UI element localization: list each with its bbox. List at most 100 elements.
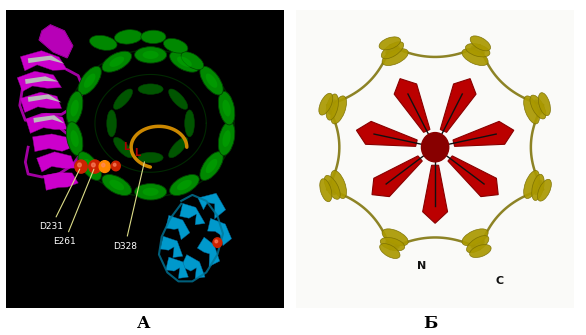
Ellipse shape [84, 159, 96, 173]
Polygon shape [180, 203, 205, 225]
Ellipse shape [328, 180, 337, 195]
Ellipse shape [114, 89, 132, 109]
Ellipse shape [471, 239, 485, 249]
Ellipse shape [382, 49, 408, 66]
Ellipse shape [223, 130, 231, 147]
Ellipse shape [380, 238, 405, 251]
Ellipse shape [141, 30, 166, 44]
Ellipse shape [465, 44, 490, 57]
Circle shape [89, 160, 101, 173]
Ellipse shape [169, 89, 188, 109]
Text: D231: D231 [39, 169, 80, 231]
Ellipse shape [533, 180, 543, 195]
Ellipse shape [138, 152, 163, 163]
Polygon shape [43, 173, 78, 190]
Text: E261: E261 [53, 169, 94, 246]
Ellipse shape [177, 56, 192, 67]
Ellipse shape [70, 100, 79, 117]
Ellipse shape [84, 73, 96, 88]
Polygon shape [39, 25, 73, 58]
Ellipse shape [102, 175, 132, 196]
Polygon shape [33, 134, 73, 151]
Polygon shape [28, 94, 62, 103]
Polygon shape [356, 121, 417, 146]
Ellipse shape [331, 96, 346, 124]
Text: L: L [122, 142, 129, 152]
Circle shape [91, 163, 96, 167]
Ellipse shape [530, 95, 546, 119]
Ellipse shape [102, 51, 132, 72]
Polygon shape [423, 165, 448, 223]
Ellipse shape [90, 35, 117, 50]
Ellipse shape [324, 176, 340, 199]
Text: C: C [495, 276, 503, 286]
Polygon shape [28, 56, 64, 64]
Circle shape [99, 161, 110, 173]
Ellipse shape [533, 99, 543, 115]
Ellipse shape [78, 152, 101, 180]
Ellipse shape [135, 47, 166, 63]
Ellipse shape [114, 137, 132, 158]
Circle shape [215, 240, 217, 243]
Ellipse shape [320, 179, 332, 202]
Ellipse shape [471, 45, 485, 55]
Ellipse shape [469, 245, 491, 258]
Polygon shape [197, 237, 220, 266]
Ellipse shape [169, 51, 199, 72]
Ellipse shape [138, 84, 163, 94]
Text: А: А [137, 315, 151, 332]
Text: D328: D328 [113, 162, 144, 251]
Ellipse shape [380, 244, 400, 259]
Polygon shape [453, 121, 514, 146]
Polygon shape [181, 255, 205, 278]
Circle shape [75, 160, 87, 173]
Polygon shape [25, 76, 59, 84]
Ellipse shape [326, 94, 339, 120]
Polygon shape [26, 113, 67, 133]
Ellipse shape [169, 175, 199, 196]
Ellipse shape [381, 42, 404, 59]
Polygon shape [394, 79, 430, 132]
Ellipse shape [470, 36, 490, 51]
Ellipse shape [219, 122, 235, 155]
Polygon shape [21, 51, 67, 71]
Polygon shape [207, 218, 231, 246]
Ellipse shape [200, 66, 223, 95]
Text: Б: Б [424, 315, 438, 332]
Polygon shape [21, 92, 62, 113]
Ellipse shape [206, 159, 217, 173]
Circle shape [421, 133, 449, 162]
Ellipse shape [66, 91, 83, 125]
Ellipse shape [379, 37, 401, 50]
Ellipse shape [537, 179, 551, 201]
Ellipse shape [66, 122, 83, 155]
Ellipse shape [382, 229, 408, 246]
Circle shape [101, 163, 105, 167]
Ellipse shape [177, 180, 192, 190]
Ellipse shape [169, 137, 188, 158]
Circle shape [111, 161, 120, 171]
Polygon shape [372, 156, 423, 197]
Ellipse shape [114, 29, 142, 44]
Polygon shape [440, 79, 476, 132]
Ellipse shape [219, 91, 235, 125]
Polygon shape [17, 71, 62, 91]
Ellipse shape [385, 239, 400, 249]
Polygon shape [198, 193, 226, 219]
Text: N: N [417, 261, 426, 271]
Ellipse shape [181, 52, 204, 70]
Ellipse shape [328, 99, 337, 115]
Text: L: L [134, 148, 140, 158]
Ellipse shape [142, 51, 159, 59]
Polygon shape [166, 257, 188, 278]
Ellipse shape [200, 152, 223, 180]
Ellipse shape [110, 56, 124, 67]
Polygon shape [160, 236, 183, 258]
Ellipse shape [107, 110, 117, 137]
Ellipse shape [223, 100, 231, 117]
Ellipse shape [331, 171, 346, 199]
Ellipse shape [206, 73, 217, 88]
Ellipse shape [110, 180, 124, 190]
Polygon shape [166, 215, 190, 240]
Circle shape [113, 163, 116, 166]
